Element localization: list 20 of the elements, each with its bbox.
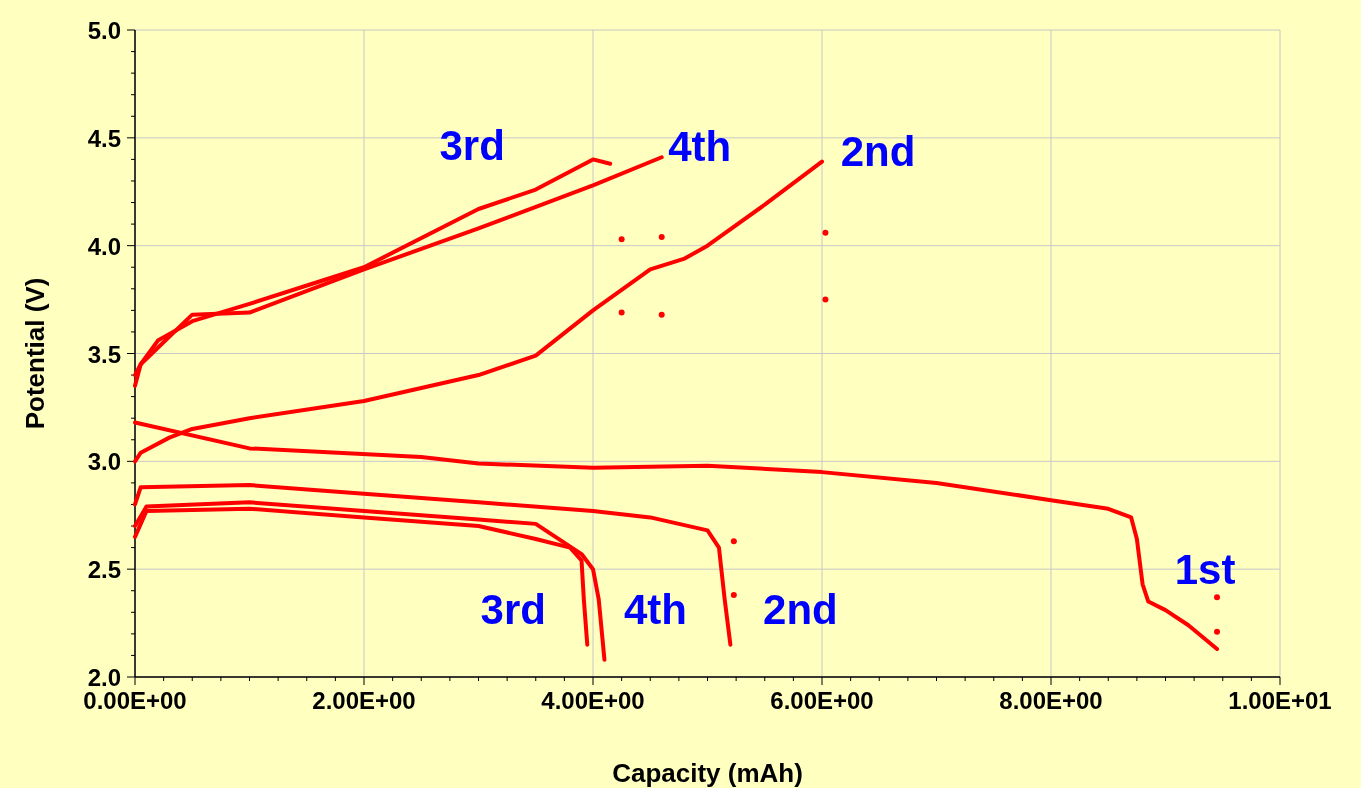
y-axis-title: Potential (V) <box>20 277 50 430</box>
series-label: 3rd <box>480 585 546 633</box>
x-tick-label: 1.00E+01 <box>1228 687 1332 714</box>
y-tick-label: 4.5 <box>87 124 121 152</box>
x-tick-label: 6.00E+00 <box>770 687 874 714</box>
series-label: 4th <box>623 585 687 633</box>
series-label: 3rd <box>439 121 505 169</box>
series-label: 2nd <box>763 585 838 633</box>
x-tick-label: 8.00E+00 <box>999 687 1103 714</box>
x-axis-title: Capacity (mAh) <box>612 758 803 788</box>
y-tick-label: 2.5 <box>87 556 121 584</box>
y-tick-label: 3.0 <box>87 448 121 476</box>
x-tick-label: 4.00E+00 <box>541 687 645 714</box>
series-label: 2nd <box>840 127 916 175</box>
y-tick-label: 4.0 <box>87 232 121 260</box>
y-tick-label: 5.0 <box>87 17 121 44</box>
series-label: 1st <box>1174 546 1236 594</box>
x-tick-label: 2.00E+00 <box>312 687 416 714</box>
series-label: 4th <box>668 123 732 171</box>
y-tick-label: 3.5 <box>87 340 121 368</box>
